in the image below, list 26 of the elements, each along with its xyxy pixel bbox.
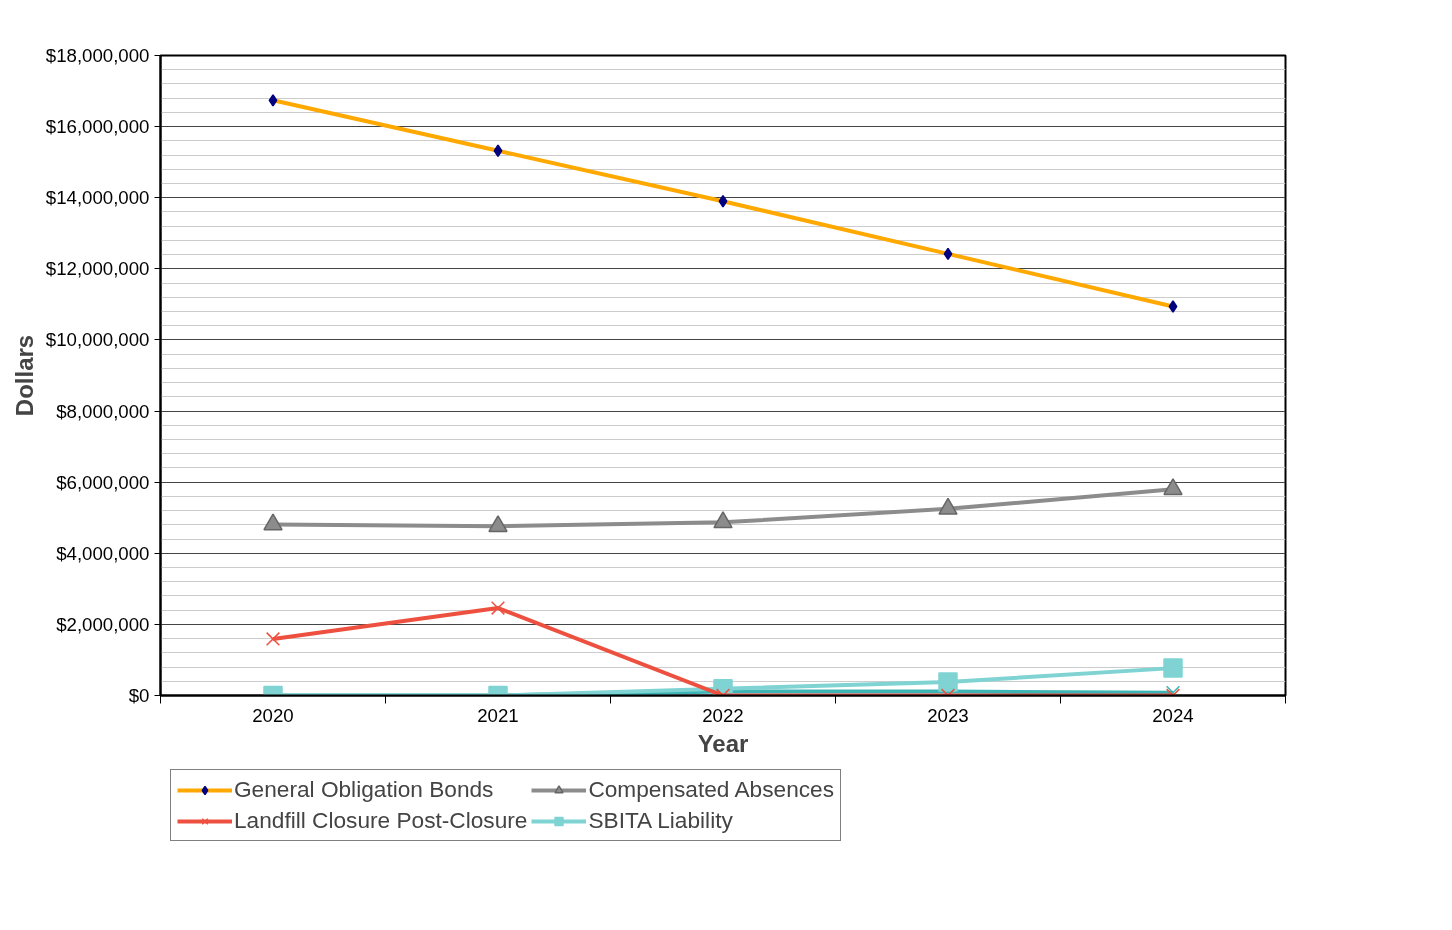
- y-tick-label: $0: [128, 685, 150, 706]
- y-tick-label: $12,000,000: [45, 258, 150, 280]
- y-tick-label: $2,000,000: [56, 613, 150, 635]
- x-tick-label: 2021: [477, 704, 519, 726]
- legend-label: Compensated Absences: [588, 776, 835, 803]
- legend-label: Landfill Closure Post-Closure: [234, 807, 528, 834]
- point: [938, 497, 958, 515]
- x-axis-title: Year: [697, 729, 749, 757]
- x-tick-label: 2020: [252, 704, 294, 726]
- x-tick-label: 2023: [927, 704, 969, 726]
- y-tick-label: $16,000,000: [45, 116, 150, 138]
- y-tick-label: $6,000,000: [56, 471, 150, 493]
- y-tick-label: $18,000,000: [45, 45, 150, 66]
- point: [713, 511, 733, 529]
- legend-label: General Obligation Bonds: [234, 776, 494, 803]
- point: [263, 513, 283, 531]
- legend-label: SBITA Liability: [588, 807, 733, 834]
- y-tick-label: $8,000,000: [56, 400, 150, 422]
- y-tick-label: $14,000,000: [45, 187, 150, 209]
- x-tick-label: 2022: [702, 704, 744, 726]
- x-tick-label: 2024: [1152, 704, 1194, 726]
- y-tick-label: $4,000,000: [56, 542, 150, 564]
- y-axis-title: Dollars: [10, 334, 38, 417]
- point: [488, 515, 508, 533]
- y-tick-label: $10,000,000: [45, 329, 150, 351]
- point: [1163, 478, 1183, 496]
